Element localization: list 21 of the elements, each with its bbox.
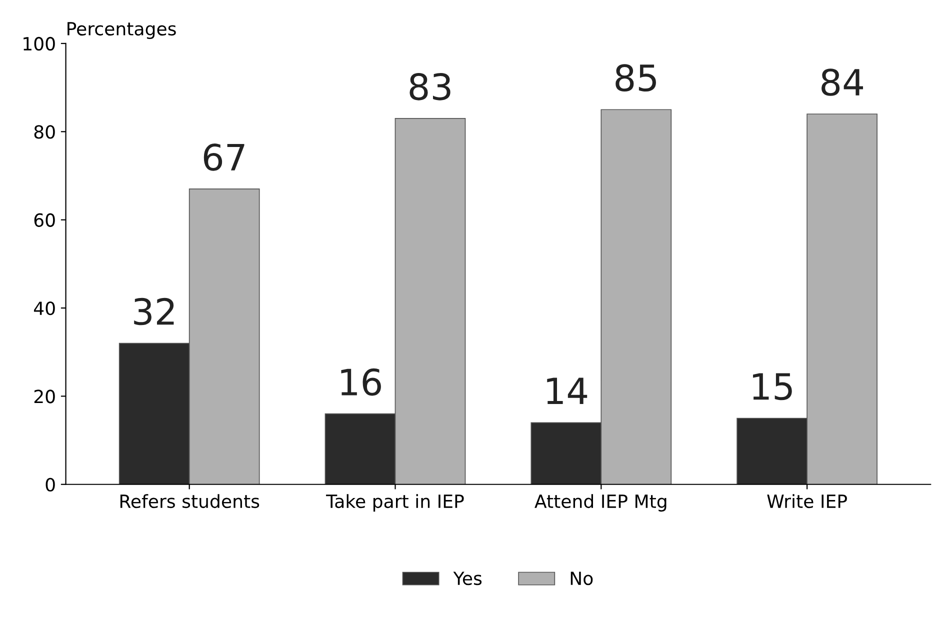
- y-tick-label: 20: [34, 390, 55, 404]
- y-tick-label: 40: [34, 301, 55, 316]
- x-tick-label: Take part in IEP: [326, 494, 464, 512]
- data-label: 16: [341, 368, 381, 396]
- legend-label: No: [570, 572, 593, 586]
- data-label: 15: [753, 373, 792, 400]
- data-label: 14: [547, 378, 588, 404]
- data-label: 85: [616, 64, 656, 92]
- x-tick-label: Attend IEP Mtg: [534, 494, 666, 512]
- data-label: 84: [822, 68, 864, 96]
- x-tick-label: Write IEP: [767, 494, 847, 508]
- data-label: 67: [204, 144, 244, 171]
- legend-label: Yes: [453, 572, 482, 586]
- y-tick-label: 100: [24, 36, 55, 51]
- y-tick-label: 60: [34, 213, 55, 227]
- y-tick-label: 80: [34, 125, 55, 139]
- y-axis-title: Percentages: [68, 22, 176, 40]
- data-label: 32: [134, 298, 174, 326]
- y-tick-label: 0: [46, 478, 55, 492]
- x-tick-label: Refers students: [120, 494, 260, 508]
- data-label: 83: [410, 73, 450, 100]
